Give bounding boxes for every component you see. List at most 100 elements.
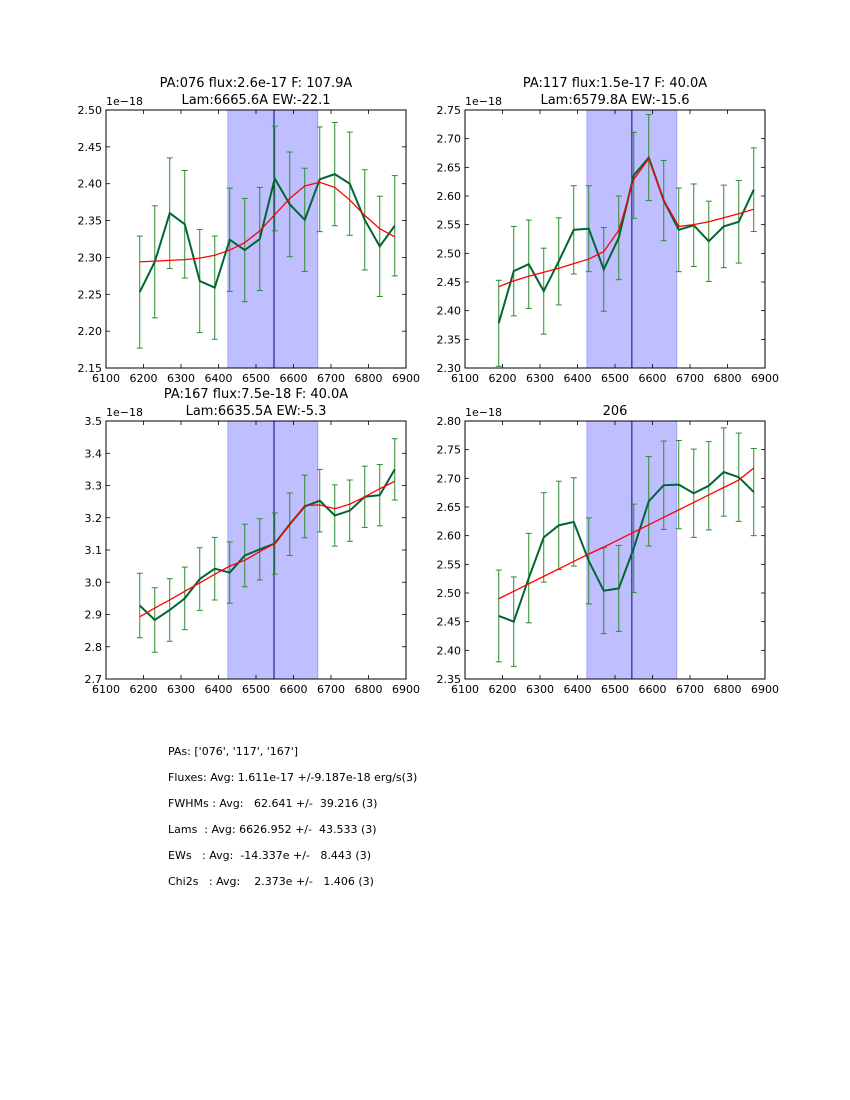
axis-scale-label: 1e−18 <box>106 95 143 108</box>
y-tick-label: 2.30 <box>437 362 462 375</box>
x-tick-label: 6900 <box>751 683 779 696</box>
chart-title-line: PA:117 flux:1.5e-17 F: 40.0A <box>523 76 707 91</box>
x-tick-label: 6900 <box>392 372 420 385</box>
y-tick-label: 2.75 <box>437 104 462 117</box>
y-tick-label: 2.35 <box>437 333 462 346</box>
x-tick-label: 6600 <box>639 372 667 385</box>
y-tick-label: 2.65 <box>437 501 462 514</box>
x-tick-label: 6700 <box>676 372 704 385</box>
chart-title-line: 206 <box>603 404 628 419</box>
x-tick-label: 6700 <box>317 372 345 385</box>
y-tick-label: 2.35 <box>437 673 462 686</box>
y-tick-label: 2.30 <box>78 251 103 264</box>
y-tick-label: 2.70 <box>437 133 462 146</box>
x-tick-label: 6800 <box>714 683 742 696</box>
y-tick-label: 3.2 <box>85 512 103 525</box>
chart-title-line: PA:167 flux:7.5e-18 F: 40.0A <box>164 387 348 402</box>
axis-scale-label: 1e−18 <box>465 95 502 108</box>
summary-ews: EWs : Avg: -14.337e +/- 8.443 (3) <box>168 849 371 862</box>
chart-panel-4: 6100 6200 6300 6400 6500 6600 6700 6800 6900 2.35… <box>437 404 780 696</box>
x-tick-label: 6600 <box>280 372 308 385</box>
x-tick-label: 6100 <box>451 683 479 696</box>
chart-panel-1: 6100 6200 6300 6400 6500 6600 6700 6800 6900 2.15… <box>78 76 421 385</box>
y-tick-label: 2.45 <box>78 141 103 154</box>
y-tick-label: 3.3 <box>85 480 103 493</box>
model-series-line <box>498 157 754 288</box>
y-tick-label: 3.5 <box>85 415 103 428</box>
y-tick-label: 2.60 <box>437 530 462 543</box>
x-tick-label: 6300 <box>526 372 554 385</box>
y-tick-label: 2.7 <box>85 673 103 686</box>
highlight-band <box>227 420 319 680</box>
model-series-line <box>139 480 396 618</box>
x-tick-label: 6300 <box>526 683 554 696</box>
x-tick-label: 6400 <box>205 683 233 696</box>
y-tick-label: 2.65 <box>437 161 462 174</box>
y-tick-label: 2.80 <box>437 415 462 428</box>
x-tick-label: 6100 <box>92 372 120 385</box>
y-tick-label: 2.40 <box>437 305 462 318</box>
y-tick-label: 3.1 <box>85 544 103 557</box>
y-tick-label: 2.50 <box>437 587 462 600</box>
y-tick-label: 2.55 <box>437 219 462 232</box>
summary-pas: PAs: ['076', '117', '167'] <box>168 745 299 758</box>
chart-panel-3: 6100 6200 6300 6400 6500 6600 6700 6800 6900 2.7 2… <box>85 387 421 696</box>
x-tick-label: 6900 <box>392 683 420 696</box>
y-tick-label: 2.35 <box>78 215 103 228</box>
y-tick-label: 2.45 <box>437 616 462 629</box>
x-tick-label: 6800 <box>714 372 742 385</box>
y-tick-label: 2.9 <box>85 609 103 622</box>
summary-block: PAs: ['076', '117', '167'] Fluxes: Avg: … <box>168 745 417 901</box>
y-tick-label: 2.60 <box>437 190 462 203</box>
data-series-line <box>139 468 396 622</box>
y-tick-label: 2.20 <box>78 325 103 338</box>
y-tick-label: 2.70 <box>437 472 462 485</box>
y-tick-label: 2.25 <box>78 288 103 301</box>
x-tick-label: 6200 <box>489 372 517 385</box>
y-tick-label: 2.45 <box>437 276 462 289</box>
x-tick-label: 6800 <box>355 372 383 385</box>
x-tick-label: 6800 <box>355 683 383 696</box>
chart-title-line: PA:076 flux:2.6e-17 F: 107.9A <box>160 76 353 91</box>
chart-title-line: Lam:6635.5A EW:-5.3 <box>186 404 327 419</box>
axis-scale-label: 1e−18 <box>465 406 502 419</box>
x-tick-label: 6600 <box>280 683 308 696</box>
x-tick-label: 6700 <box>317 683 345 696</box>
x-tick-label: 6500 <box>242 372 270 385</box>
y-tick-label: 2.40 <box>78 178 103 191</box>
x-tick-label: 6400 <box>205 372 233 385</box>
x-tick-label: 6100 <box>92 683 120 696</box>
x-tick-label: 6100 <box>451 372 479 385</box>
x-tick-label: 6500 <box>601 683 629 696</box>
highlight-band <box>227 109 319 369</box>
model-series-line <box>498 467 755 600</box>
x-tick-label: 6600 <box>639 683 667 696</box>
data-series-line <box>138 173 396 293</box>
y-tick-label: 2.55 <box>437 558 462 571</box>
x-tick-label: 6400 <box>564 372 592 385</box>
chart-title-line: Lam:6579.8A EW:-15.6 <box>540 93 689 108</box>
model-series-line <box>139 181 396 263</box>
y-tick-label: 2.8 <box>85 641 103 654</box>
chart-title-line: Lam:6665.6A EW:-22.1 <box>181 93 330 108</box>
x-tick-label: 6300 <box>167 683 195 696</box>
summary-chi2s: Chi2s : Avg: 2.373e +/- 1.406 (3) <box>168 875 374 888</box>
x-tick-label: 6200 <box>489 683 517 696</box>
summary-fwhms: FWHMs : Avg: 62.641 +/- 39.216 (3) <box>168 797 378 810</box>
summary-lams: Lams : Avg: 6626.952 +/- 43.533 (3) <box>168 823 377 836</box>
x-tick-label: 6200 <box>130 372 158 385</box>
x-tick-label: 6900 <box>751 372 779 385</box>
y-tick-label: 2.50 <box>78 104 103 117</box>
chart-panel-2: 6100 6200 6300 6400 6500 6600 6700 6800 6900 2.30… <box>437 76 780 385</box>
axis-scale-label: 1e−18 <box>106 406 143 419</box>
x-tick-label: 6700 <box>676 683 704 696</box>
y-tick-label: 2.40 <box>437 644 462 657</box>
y-tick-label: 2.15 <box>78 362 103 375</box>
y-tick-label: 3.4 <box>85 447 103 460</box>
x-tick-label: 6400 <box>564 683 592 696</box>
y-tick-label: 2.50 <box>437 247 462 260</box>
y-tick-label: 3.0 <box>85 576 103 589</box>
data-series-line <box>498 470 755 623</box>
x-tick-label: 6200 <box>130 683 158 696</box>
